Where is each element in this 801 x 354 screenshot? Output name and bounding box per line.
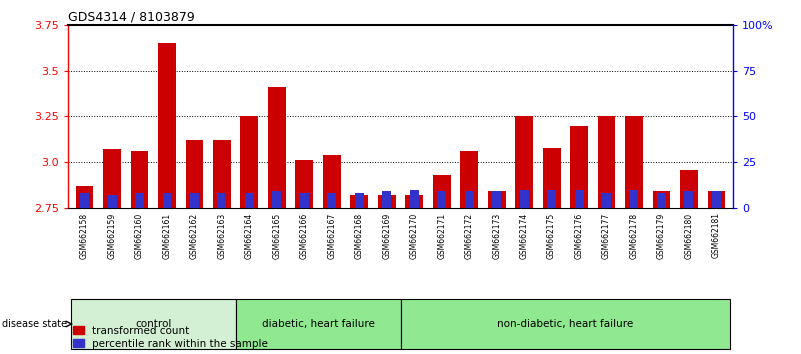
Text: GSM662162: GSM662162: [190, 212, 199, 258]
Text: GSM662178: GSM662178: [630, 212, 638, 258]
Bar: [488, 192, 505, 208]
Bar: [300, 193, 309, 208]
Bar: [680, 170, 698, 208]
Bar: [465, 192, 473, 208]
Text: non-diabetic, heart failure: non-diabetic, heart failure: [497, 319, 634, 329]
Text: GSM662181: GSM662181: [712, 212, 721, 258]
Text: GSM662160: GSM662160: [135, 212, 144, 259]
Text: GSM662163: GSM662163: [217, 212, 227, 259]
Text: GSM662175: GSM662175: [547, 212, 556, 259]
FancyBboxPatch shape: [400, 298, 731, 349]
Text: GSM662165: GSM662165: [272, 212, 281, 259]
Text: GSM662179: GSM662179: [657, 212, 666, 259]
Text: GSM662164: GSM662164: [245, 212, 254, 259]
Bar: [296, 160, 313, 208]
Bar: [410, 190, 419, 208]
Bar: [378, 195, 396, 208]
Text: GSM662180: GSM662180: [685, 212, 694, 258]
Bar: [217, 193, 227, 208]
Bar: [437, 192, 446, 208]
Text: GSM662171: GSM662171: [437, 212, 446, 258]
Text: GSM662166: GSM662166: [300, 212, 309, 259]
Bar: [186, 140, 203, 208]
Bar: [630, 190, 638, 208]
Bar: [328, 193, 336, 208]
Bar: [163, 193, 171, 208]
Bar: [492, 192, 501, 208]
Text: GSM662168: GSM662168: [355, 212, 364, 258]
Bar: [542, 148, 561, 208]
Bar: [103, 149, 121, 208]
Bar: [433, 175, 451, 208]
Bar: [190, 193, 199, 208]
Bar: [268, 87, 286, 208]
Bar: [570, 126, 588, 208]
Text: GDS4314 / 8103879: GDS4314 / 8103879: [68, 11, 195, 24]
Bar: [135, 193, 144, 208]
Text: diabetic, heart failure: diabetic, heart failure: [262, 319, 375, 329]
FancyBboxPatch shape: [70, 298, 235, 349]
Bar: [461, 151, 478, 208]
FancyBboxPatch shape: [235, 298, 400, 349]
Bar: [382, 192, 391, 208]
Bar: [245, 193, 254, 208]
Bar: [653, 192, 670, 208]
Text: GSM662173: GSM662173: [492, 212, 501, 259]
Bar: [707, 192, 726, 208]
Bar: [574, 190, 584, 208]
Bar: [131, 151, 148, 208]
Bar: [272, 192, 281, 208]
Text: GSM662169: GSM662169: [382, 212, 391, 259]
Bar: [685, 192, 694, 208]
Text: GSM662158: GSM662158: [80, 212, 89, 258]
Bar: [75, 186, 94, 208]
Bar: [625, 116, 643, 208]
Text: GSM662170: GSM662170: [410, 212, 419, 259]
Bar: [350, 195, 368, 208]
Text: disease state: disease state: [2, 319, 66, 329]
Bar: [547, 190, 556, 208]
Bar: [598, 116, 615, 208]
Text: GSM662167: GSM662167: [328, 212, 336, 259]
Bar: [240, 116, 259, 208]
Text: GSM662161: GSM662161: [163, 212, 171, 258]
Bar: [323, 155, 340, 208]
Text: GSM662172: GSM662172: [465, 212, 473, 258]
Text: control: control: [135, 319, 171, 329]
Bar: [712, 192, 721, 208]
Text: GSM662176: GSM662176: [574, 212, 584, 259]
Text: GSM662174: GSM662174: [520, 212, 529, 259]
Legend: transformed count, percentile rank within the sample: transformed count, percentile rank withi…: [74, 326, 268, 349]
Bar: [213, 140, 231, 208]
Bar: [657, 193, 666, 208]
Bar: [515, 116, 533, 208]
Bar: [107, 195, 116, 208]
Bar: [158, 43, 176, 208]
Bar: [602, 193, 611, 208]
Bar: [355, 193, 364, 208]
Bar: [80, 193, 89, 208]
Bar: [520, 190, 529, 208]
Bar: [405, 195, 423, 208]
Text: GSM662177: GSM662177: [602, 212, 611, 259]
Text: GSM662159: GSM662159: [107, 212, 116, 259]
